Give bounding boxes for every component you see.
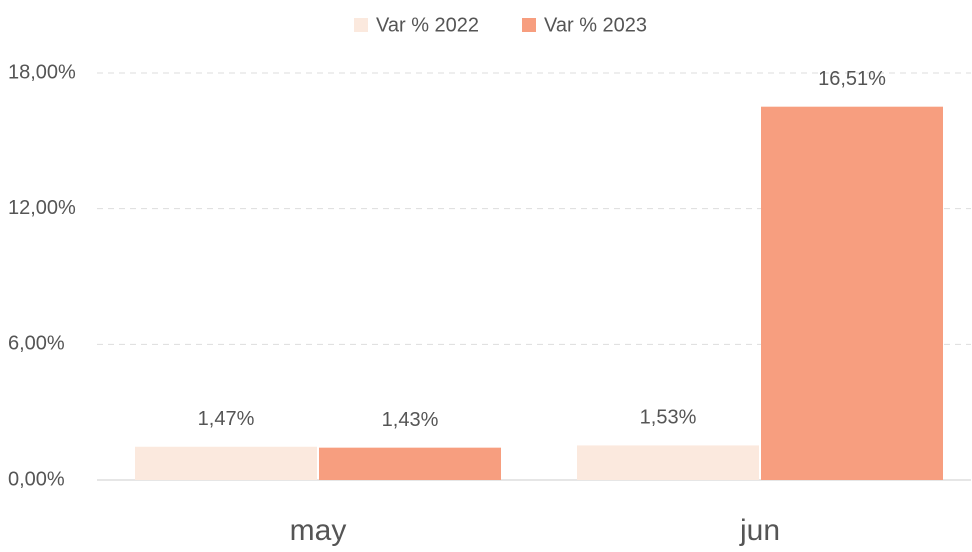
legend-label: Var % 2022 [376,14,479,36]
legend-swatch [354,18,368,32]
data-label: 16,51% [818,68,886,90]
legend-swatch [522,18,536,32]
data-label: 1,47% [198,408,255,430]
data-label: 1,43% [382,409,439,431]
y-tick-label: 0,00% [8,468,65,490]
x-tick-label: may [290,514,347,547]
y-tick-label: 12,00% [8,197,76,219]
legend-label: Var % 2023 [544,14,647,36]
bar [761,106,943,480]
data-label: 1,53% [640,407,697,429]
y-tick-label: 18,00% [8,61,76,83]
bar [135,446,317,480]
bar [319,447,501,480]
y-tick-label: 6,00% [8,333,65,355]
x-tick-label: jun [739,514,780,547]
bar [577,445,759,480]
